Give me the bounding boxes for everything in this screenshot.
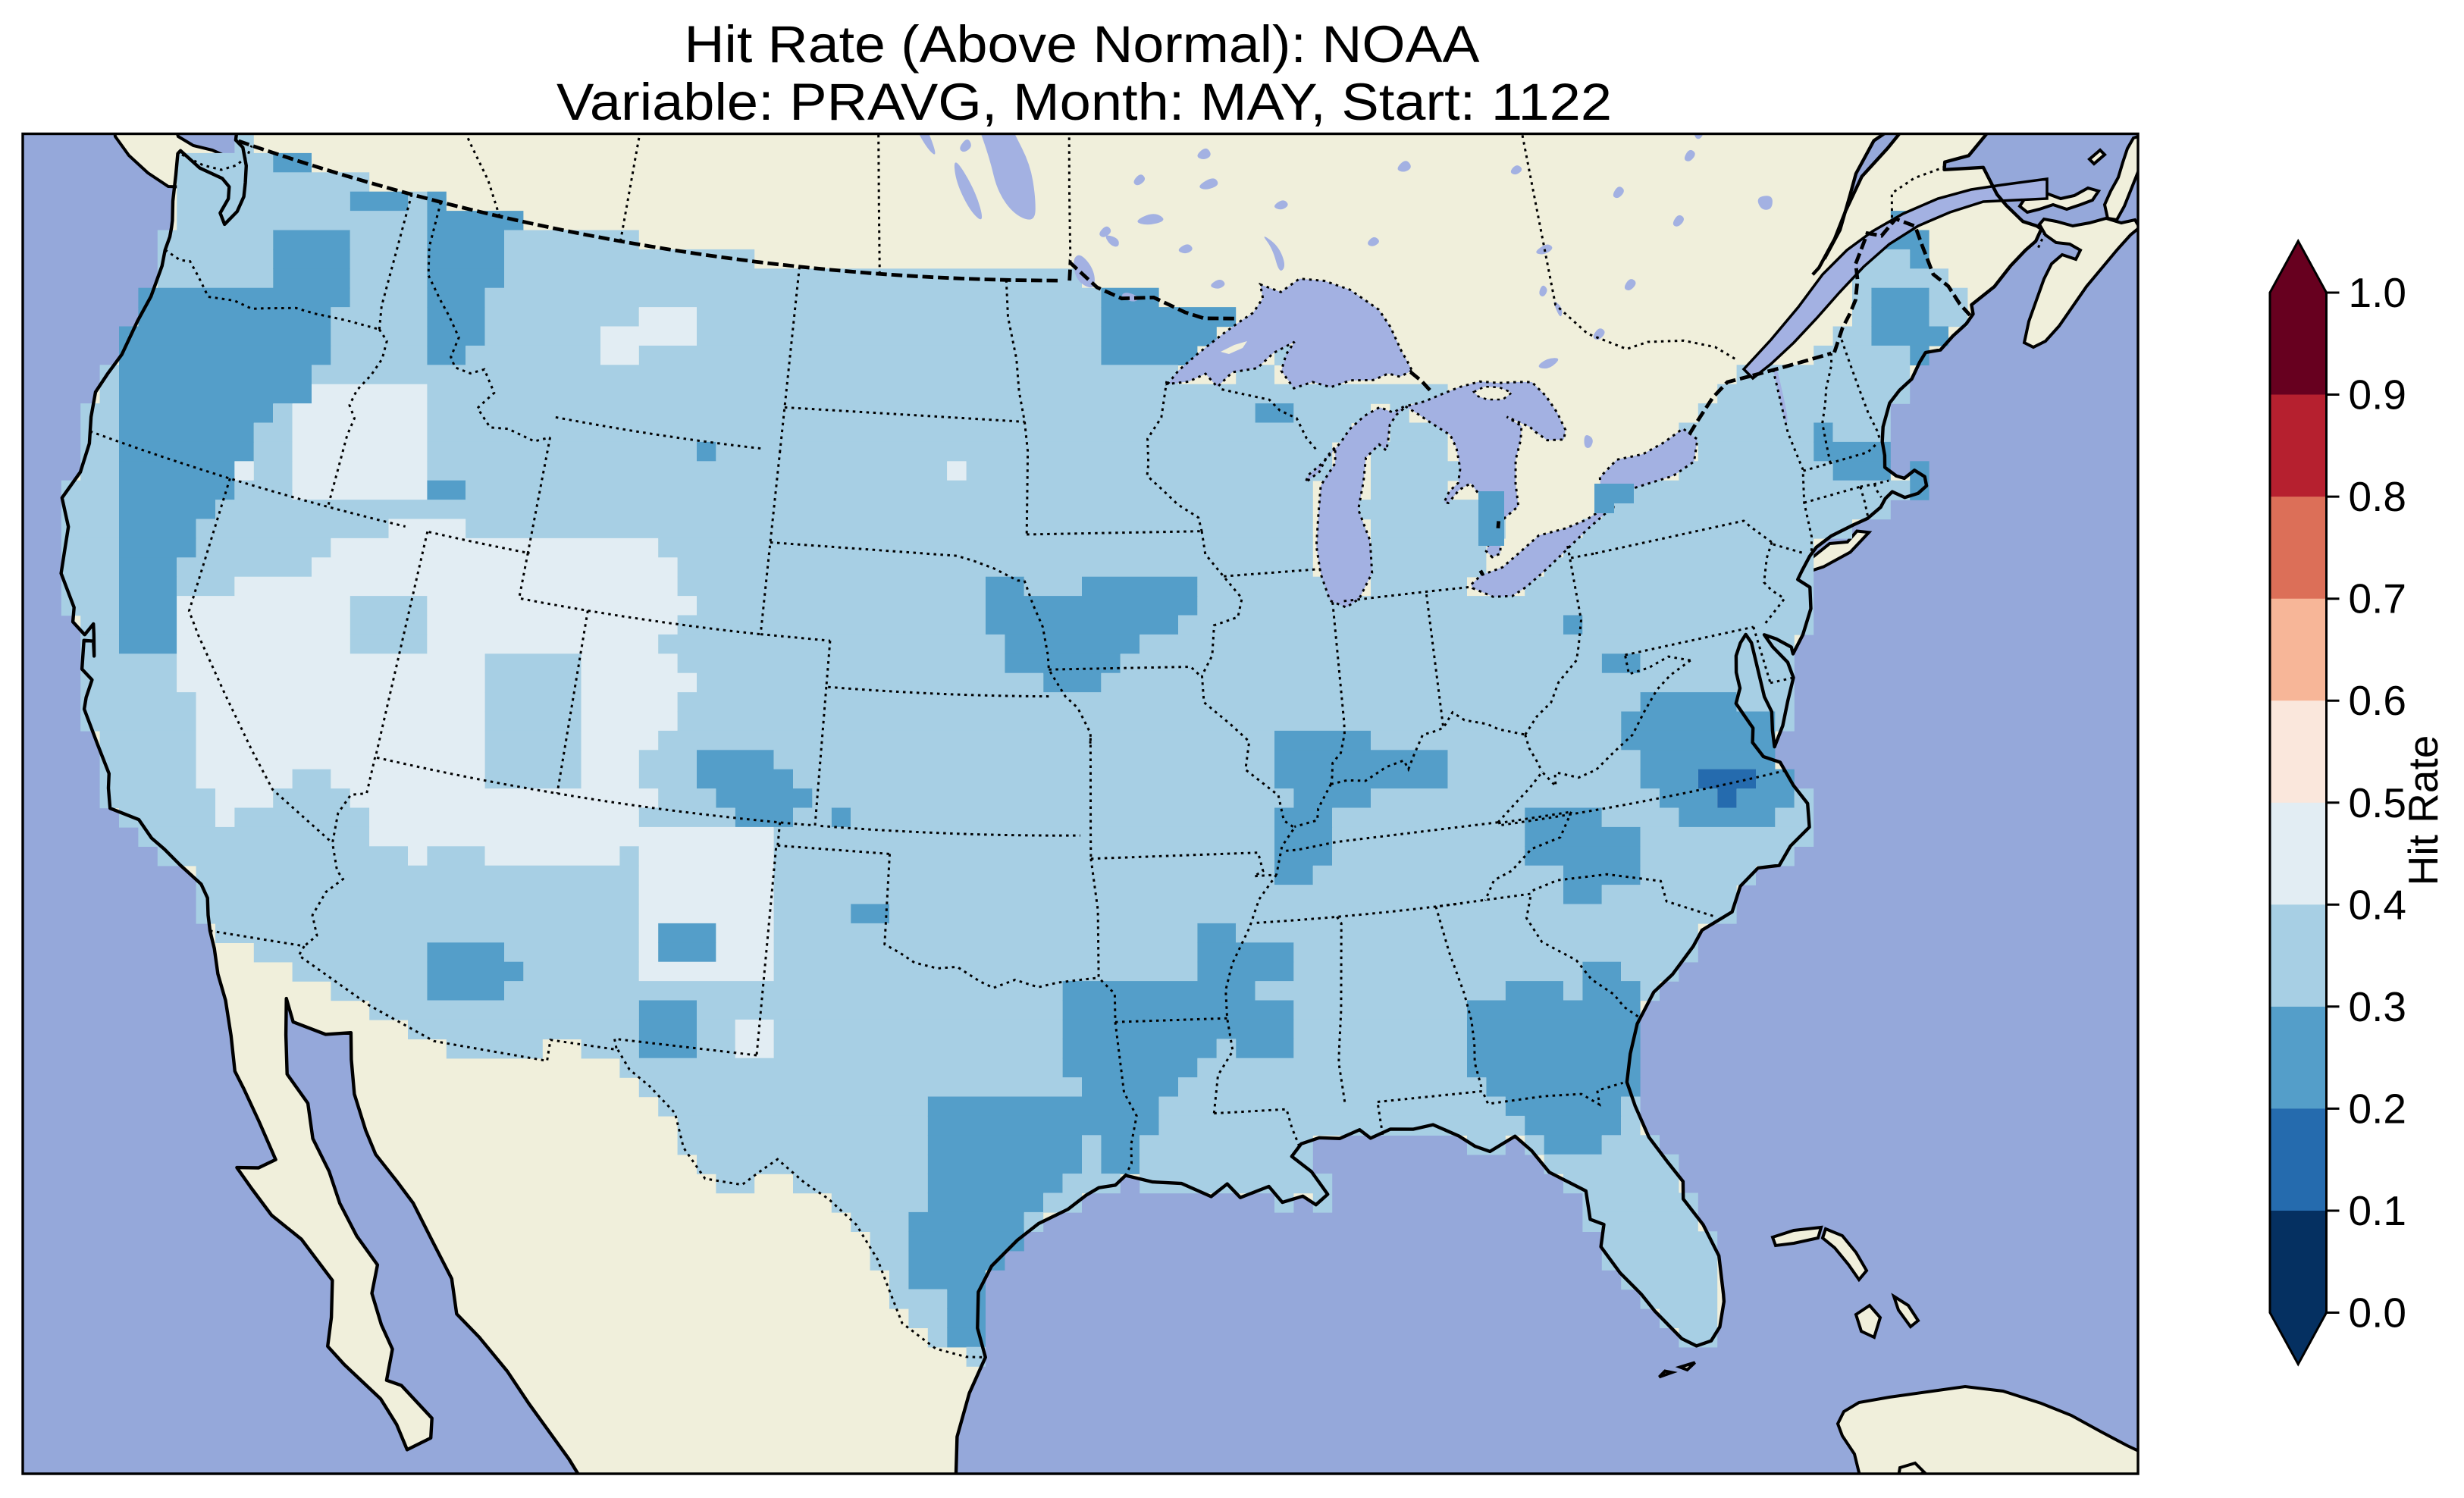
svg-text:0.7: 0.7 [2349,575,2406,622]
svg-text:0.4: 0.4 [2349,881,2406,928]
svg-text:0.6: 0.6 [2349,677,2406,724]
svg-text:0.0: 0.0 [2349,1290,2406,1337]
svg-text:1.0: 1.0 [2349,269,2406,316]
svg-text:0.3: 0.3 [2349,983,2406,1030]
svg-text:Variable: PRAVG, Month: MAY, S: Variable: PRAVG, Month: MAY, Start: 1122 [556,73,1612,131]
svg-text:0.8: 0.8 [2349,473,2406,520]
svg-text:Hit Rate: Hit Rate [2400,735,2447,886]
svg-text:0.5: 0.5 [2349,779,2406,826]
svg-text:0.9: 0.9 [2349,371,2406,418]
svg-text:Hit Rate (Above Normal): NOAA: Hit Rate (Above Normal): NOAA [685,15,1480,74]
svg-text:0.1: 0.1 [2349,1187,2406,1234]
svg-text:0.2: 0.2 [2349,1085,2406,1132]
